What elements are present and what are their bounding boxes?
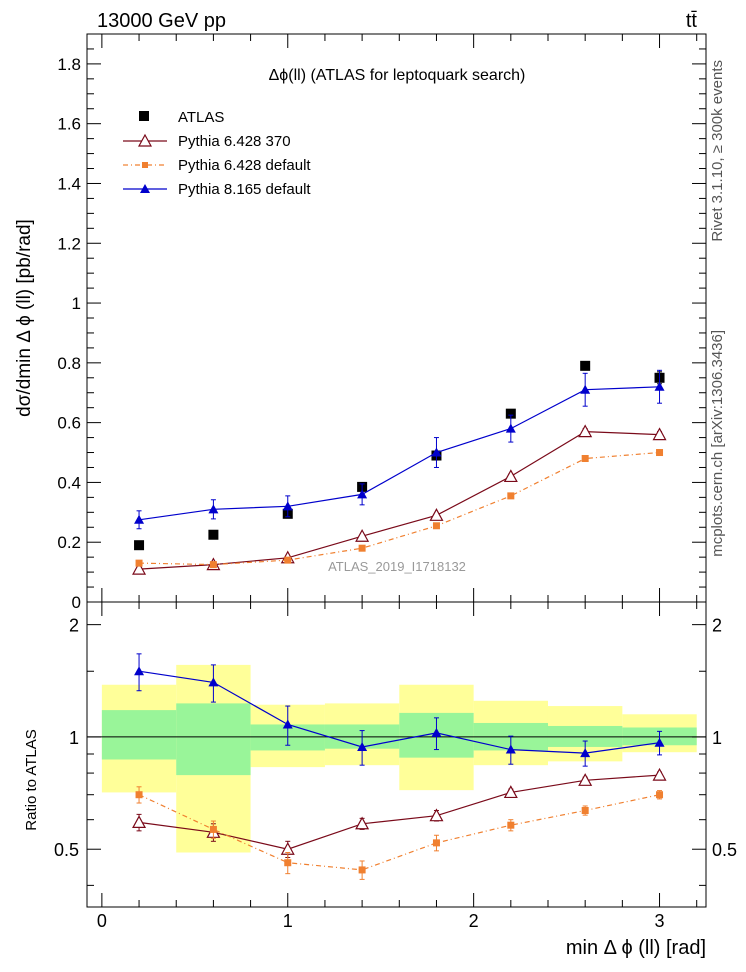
main-ytick-label: 1.4 [57,174,81,193]
ratio-point-p6_370 [652,767,667,781]
legend-label-p6-default: Pythia 6.428 default [178,157,311,174]
ratio-ytick-label: 0.5 [54,840,79,860]
main-point-atlas [134,540,145,551]
main-point-p8_default [505,423,516,433]
main-title: Δϕ(ll) (ATLAS for leptoquark search) [269,67,526,84]
main-point-p6_370 [578,424,593,438]
main-ytick-label: 1 [72,294,81,313]
ratio-band-inner [101,710,177,760]
main-ytick-label: 1.6 [57,115,81,134]
main-ytick-label: 0.8 [57,354,81,373]
ratio-point-p6_default [135,791,143,799]
main-point-p6_default [358,544,366,552]
main-line-p8_default [138,386,660,521]
ratio-ytick-label: 1 [69,728,79,748]
main-point-p6_370 [429,508,444,521]
energy-label: 13000 GeV pp [97,10,226,32]
main-point-p6_370 [132,561,147,575]
main-point-atlas [580,360,591,371]
main-point-p6_370 [503,469,518,483]
ratio-panel: 0.5 0.5 1 1 2 2 0 1 2 3 Ratio to ATLAS min Δ ϕ (l… [23,601,737,959]
ratio-frame [86,601,707,908]
legend-marker-atlas [139,111,149,121]
main-ytick-label: 1.8 [57,55,81,74]
main-point-p6_default [656,449,664,457]
mcplots-label: mcplots.cern.ch [arXiv:1306.3436] [709,330,726,557]
main-point-p8_default [134,514,145,524]
legend-marker-p6-370 [137,133,153,147]
legend: ATLAS Pythia 6.428 370 Pythia 6.428 defa… [123,109,311,198]
ratio-point-p6_default [656,791,664,799]
ratio-point-p8_default [282,719,293,729]
ratio-point-p8_default [505,744,516,754]
ratio-line-p6_default [138,794,660,871]
ratio-ytick-label: 2 [69,616,79,636]
ratio-point-p6_default [507,821,515,829]
main-ytick-label: 0 [72,593,81,612]
ratio-point-p6_default [581,806,589,814]
main-point-atlas [505,408,516,419]
main-ytick-label: 1.2 [57,234,81,253]
main-point-p6_default [507,492,515,500]
ratio-point-p8_default [208,677,219,687]
legend-label-p8-default: Pythia 8.165 default [178,181,311,198]
main-point-p8_default [208,504,219,514]
main-point-p8_default [580,384,591,394]
ratio-xtick-label: 3 [655,911,665,931]
ratio-line-p8_default [138,670,660,754]
ratio-point-p8_default [654,737,665,747]
ratio-point-p6_default [358,866,366,874]
main-point-p6_370 [355,528,370,542]
legend-label-atlas: ATLAS [178,109,224,126]
legend-marker-p8-default [140,184,150,193]
ratio-point-p6_default [209,825,217,833]
ratio-point-p8_default [357,741,368,751]
watermark: ATLAS_2019_I1718132 [328,559,466,574]
ratio-point-p6_default [284,859,292,867]
main-point-p6_default [581,455,589,463]
process-label: tt̄ [686,10,698,32]
main-point-p6_default [135,559,143,567]
main-ytick-label: 0.6 [57,414,81,433]
ratio-point-p8_default [580,748,591,758]
ratio-band-inner [176,703,251,776]
main-line-p6_default [138,451,660,566]
ratio-point-p6_370 [355,816,370,830]
ratio-point-p6_370 [429,808,444,822]
ratio-xtick-label: 2 [469,911,479,931]
main-point-p8_default [357,489,368,499]
ratio-point-p6_370 [503,785,518,799]
main-point-atlas [208,529,219,540]
rivet-label: Rivet 3.1.10, ≥ 300k events [709,60,726,242]
ratio-ylabel: Ratio to ATLAS [23,729,40,830]
main-point-p6_default [209,561,217,569]
ratio-line-p6_370 [138,774,660,850]
main-point-p6_default [432,522,440,530]
legend-label-p6-370: Pythia 6.428 370 [178,133,291,150]
main-panel: 0 0.2 0.4 0.6 0.8 1 1.2 1.4 1.6 1.8 Δϕ(ll) (ATLAS… [14,33,707,612]
main-ytick-label: 0.4 [57,473,81,492]
main-point-p8_default [431,447,442,457]
ratio-xtick-label: 0 [97,911,107,931]
ratio-point-p8_default [431,727,442,737]
x-axis-label: min Δ ϕ (ll) [rad] [566,937,706,959]
ratio-point-p6_370 [132,815,147,829]
main-point-p8_default [654,381,665,391]
ratio-ytick-label-right: 2 [712,616,722,636]
ratio-xtick-label: 1 [283,911,293,931]
ratio-ytick-label-right: 0.5 [712,840,737,860]
main-ytick-label: 0.2 [57,533,81,552]
ratio-point-p6_default [432,839,440,847]
legend-marker-p6-default [142,162,148,168]
main-line-p6_370 [138,430,660,570]
main-point-p6_default [284,556,292,564]
ratio-ytick-label-right: 1 [712,728,722,748]
ratio-point-p8_default [134,666,145,676]
main-point-p8_default [282,501,293,511]
ratio-point-p6_370 [578,773,593,786]
main-ylabel: dσ/dmin Δ ϕ (ll) [pb/rad] [14,219,35,417]
main-point-p6_370 [652,427,667,441]
